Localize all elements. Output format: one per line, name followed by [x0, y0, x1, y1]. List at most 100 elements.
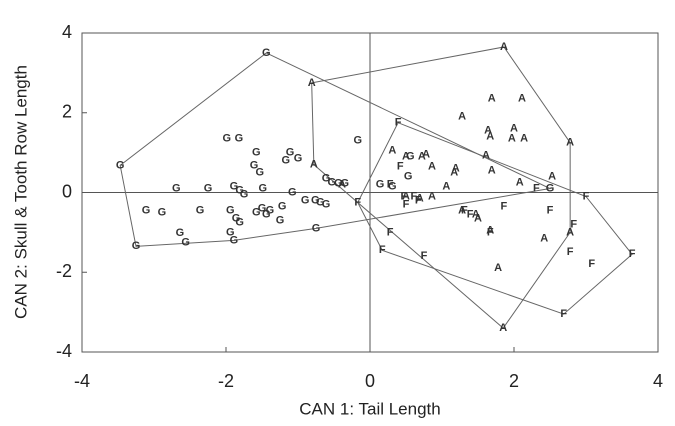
group-hull — [357, 122, 633, 315]
point: A — [416, 192, 424, 204]
point: A — [516, 176, 524, 188]
point: G — [132, 240, 141, 252]
x-axis-label: CAN 1: Tail Length — [299, 399, 440, 418]
point: G — [406, 151, 415, 163]
point: G — [262, 47, 271, 59]
point: F — [354, 196, 361, 208]
point: G — [266, 204, 275, 216]
point: G — [294, 153, 303, 165]
point: A — [482, 150, 490, 162]
point: F — [547, 204, 554, 216]
x-tick-label: 0 — [365, 371, 375, 391]
point: G — [235, 133, 244, 145]
y-axis-label: CAN 2: Skull & Tooth Row Length — [11, 65, 30, 319]
point: A — [510, 123, 518, 135]
point: A — [474, 212, 482, 224]
point: G — [258, 182, 267, 194]
point: F — [533, 182, 540, 194]
point: A — [508, 133, 516, 145]
point: G — [252, 147, 261, 159]
point: G — [181, 236, 190, 248]
point: A — [494, 262, 502, 274]
point: A — [486, 224, 494, 236]
point: F — [400, 190, 407, 202]
point: A — [518, 93, 526, 105]
point: A — [484, 125, 492, 137]
point: A — [452, 162, 460, 174]
point: A — [310, 158, 318, 170]
y-tick-label: 0 — [62, 181, 72, 201]
point: G — [288, 186, 297, 198]
point: A — [388, 145, 396, 157]
point: F — [403, 198, 410, 210]
point: F — [421, 250, 428, 262]
point: F — [397, 160, 404, 172]
point: F — [570, 218, 577, 230]
y-tick-label: -4 — [56, 341, 72, 361]
point: G — [252, 206, 261, 218]
point: G — [334, 178, 343, 190]
point: G — [276, 214, 285, 226]
point: G — [328, 176, 337, 188]
point: F — [461, 204, 468, 216]
point: A — [520, 133, 528, 145]
point: G — [262, 208, 271, 220]
point: A — [566, 137, 574, 149]
x-tick-label: -2 — [218, 371, 234, 391]
point: F — [467, 208, 474, 220]
group-hull — [119, 52, 552, 247]
point: G — [286, 147, 295, 159]
point: G — [116, 159, 125, 171]
point: G — [546, 182, 555, 194]
point: A — [488, 164, 496, 176]
point: A — [428, 190, 436, 202]
point: F — [560, 308, 567, 320]
point: A — [458, 111, 466, 123]
point: A — [488, 93, 496, 105]
point: F — [487, 226, 494, 238]
point: A — [442, 180, 450, 192]
point: G — [278, 200, 287, 212]
y-tick-label: 2 — [62, 102, 72, 122]
point: A — [486, 131, 494, 143]
point: G — [235, 184, 244, 196]
point: G — [404, 170, 413, 182]
point: A — [472, 208, 480, 220]
point: A — [499, 322, 507, 334]
y-tick-label: 4 — [62, 22, 72, 42]
point: A — [338, 178, 346, 190]
point: F — [415, 194, 422, 206]
point: G — [235, 216, 244, 228]
point: A — [548, 170, 556, 182]
point: G — [196, 204, 205, 216]
point: F — [395, 117, 402, 129]
point: G — [316, 196, 325, 208]
point: G — [312, 222, 321, 234]
point: G — [158, 206, 167, 218]
point: G — [240, 188, 249, 200]
point: F — [411, 190, 418, 202]
point: A — [500, 41, 508, 53]
point: A — [428, 160, 436, 172]
point: A — [458, 204, 466, 216]
point: G — [176, 227, 185, 239]
point: F — [588, 258, 595, 270]
point: A — [308, 77, 316, 89]
x-tick-label: -4 — [74, 371, 90, 391]
point: G — [301, 194, 310, 206]
group-hull — [311, 46, 571, 329]
point: A — [402, 151, 410, 163]
point: G — [222, 133, 231, 145]
point: A — [450, 166, 458, 178]
point: F — [583, 190, 590, 202]
point: G — [322, 172, 331, 184]
y-tick-label: -2 — [56, 261, 72, 281]
point: G — [232, 212, 241, 224]
point: G — [311, 194, 320, 206]
point: G — [258, 202, 267, 214]
point: G — [341, 178, 350, 190]
point: G — [281, 155, 290, 167]
point: F — [379, 244, 386, 256]
point: G — [353, 135, 362, 147]
